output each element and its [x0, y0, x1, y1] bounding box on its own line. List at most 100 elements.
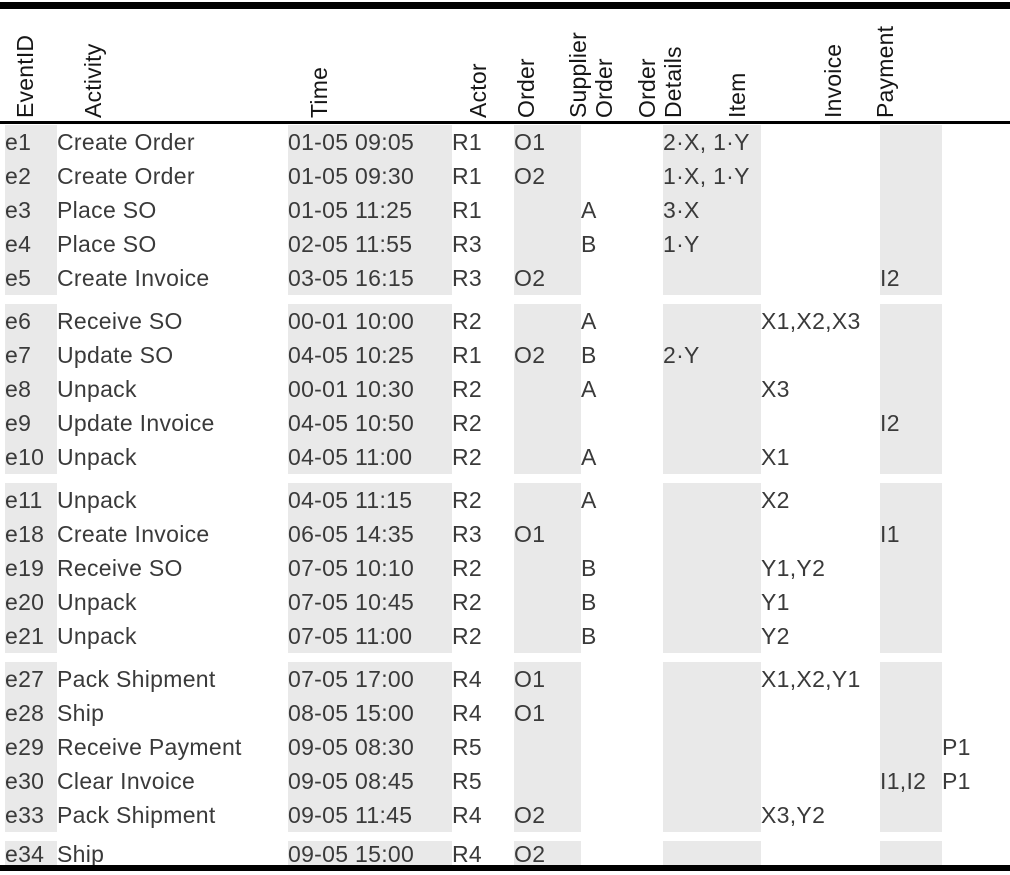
cell-actor: R3	[452, 520, 483, 547]
cell-payment	[942, 517, 1005, 551]
cell-order	[514, 551, 581, 585]
cell-event_id: e8	[5, 372, 57, 406]
cell-time: 09-05 08:30	[288, 730, 452, 764]
cell-event_id: e11	[5, 483, 57, 517]
event-log-table: e1 Create Order 01-05 09:05 R1 O1 2·X, 1·Y e2 C…	[5, 125, 1005, 868]
cell-actor: R5	[452, 767, 483, 794]
cell-item	[761, 261, 880, 295]
cell-invoice	[880, 619, 942, 653]
cell-activity: Create Invoice	[57, 520, 210, 547]
table-row: e11 Unpack 04-05 11:15 R2 A X2	[5, 483, 1005, 517]
cell-time: 04-05 11:15	[288, 483, 452, 517]
cell-item	[761, 696, 880, 730]
cell-time: 03-05 16:15	[288, 261, 452, 295]
cell-time: 00-01 10:30	[288, 372, 452, 406]
group-gap-cell	[5, 474, 1005, 483]
cell-order_details	[663, 764, 761, 798]
group-gap-row	[5, 653, 1005, 662]
cell-time: 09-05 15:00	[288, 841, 452, 868]
cell-activity: Create Invoice	[57, 264, 210, 291]
cell-actor: R4	[452, 699, 483, 726]
cell-payment	[942, 798, 1005, 832]
cell-event_id: e27	[5, 662, 57, 696]
cell-invoice: I2	[880, 406, 942, 440]
table-row: e9 Update Invoice 04-05 10:50 R2 I2	[5, 406, 1005, 440]
cell-order_details	[663, 730, 761, 764]
cell-supplier_order: B	[581, 588, 597, 615]
cell-activity: Unpack	[57, 443, 137, 470]
cell-activity: Unpack	[57, 622, 137, 649]
cell-activity: Place SO	[57, 230, 157, 257]
table-row: e3 Place SO 01-05 11:25 R1 A 3·X	[5, 193, 1005, 227]
cell-actor: R1	[452, 128, 483, 155]
cell-event_id: e7	[5, 338, 57, 372]
cell-activity: Create Order	[57, 128, 195, 155]
cell-event_id: e30	[5, 764, 57, 798]
cell-item: X3,Y2	[761, 801, 826, 828]
cell-actor: R1	[452, 196, 483, 223]
cell-activity: Clear Invoice	[57, 767, 196, 794]
event-table-body: e1 Create Order 01-05 09:05 R1 O1 2·X, 1·Y e2 C…	[5, 125, 1005, 868]
cell-time: 07-05 17:00	[288, 662, 452, 696]
cell-actor: R2	[452, 443, 483, 470]
table-row: e33 Pack Shipment 09-05 11:45 R4 O2 X3,Y2	[5, 798, 1005, 832]
cell-supplier_order	[581, 662, 663, 696]
column-header-time: Time	[306, 66, 332, 118]
cell-payment: P1	[942, 733, 971, 760]
cell-event_id: e19	[5, 551, 57, 585]
cell-time: 04-05 11:00	[288, 440, 452, 474]
cell-event_id: e9	[5, 406, 57, 440]
cell-actor: R2	[452, 307, 483, 334]
cell-time: 02-05 11:55	[288, 227, 452, 261]
cell-item	[761, 406, 880, 440]
table-row: e29 Receive Payment 09-05 08:30 R5 P1	[5, 730, 1005, 764]
cell-order	[514, 764, 581, 798]
cell-time: 08-05 15:00	[288, 696, 452, 730]
cell-payment	[942, 193, 1005, 227]
cell-invoice: I2	[880, 261, 942, 295]
group-gap-cell	[5, 832, 1005, 841]
cell-payment	[942, 406, 1005, 440]
cell-actor: R3	[452, 230, 483, 257]
column-header-actor: Actor	[465, 63, 491, 118]
top-rule	[0, 2, 1010, 9]
cell-order_details: 3·X	[663, 193, 761, 227]
column-header-order-details: Order Details	[634, 46, 686, 118]
cell-order	[514, 440, 581, 474]
cell-supplier_order: A	[581, 307, 597, 334]
cell-item	[761, 159, 880, 193]
cell-time: 04-05 10:25	[288, 338, 452, 372]
cell-supplier_order	[581, 125, 663, 159]
cell-item: X1,X2,Y1	[761, 665, 861, 692]
cell-order_details	[663, 304, 761, 338]
cell-order_details	[663, 372, 761, 406]
cell-actor: R1	[452, 341, 483, 368]
cell-time: 07-05 10:45	[288, 585, 452, 619]
table-row: e30 Clear Invoice 09-05 08:45 R5 I1,I2 P1	[5, 764, 1005, 798]
table-row: e5 Create Invoice 03-05 16:15 R3 O2 I2	[5, 261, 1005, 295]
cell-item	[761, 841, 880, 868]
cell-order_details: 2·X, 1·Y	[663, 125, 761, 159]
cell-payment	[942, 125, 1005, 159]
cell-supplier_order: B	[581, 554, 597, 581]
cell-item: Y1	[761, 588, 790, 615]
cell-item: X2	[761, 486, 790, 513]
cell-order	[514, 730, 581, 764]
cell-payment	[942, 841, 1005, 868]
table-row: e4 Place SO 02-05 11:55 R3 B 1·Y	[5, 227, 1005, 261]
cell-event_id: e21	[5, 619, 57, 653]
cell-payment	[942, 440, 1005, 474]
cell-activity: Receive SO	[57, 554, 183, 581]
cell-actor: R4	[452, 665, 483, 692]
cell-event_id: e1	[5, 125, 57, 159]
table-row: e27 Pack Shipment 07-05 17:00 R4 O1 X1,X2,Y1	[5, 662, 1005, 696]
table-row: e19 Receive SO 07-05 10:10 R2 B Y1,Y2	[5, 551, 1005, 585]
cell-activity: Ship	[57, 841, 105, 867]
table-row: e6 Receive SO 00-01 10:00 R2 A X1,X2,X3	[5, 304, 1005, 338]
cell-order_details	[663, 696, 761, 730]
cell-invoice	[880, 483, 942, 517]
cell-order_details	[663, 517, 761, 551]
cell-order_details: 2·Y	[663, 338, 761, 372]
cell-invoice	[880, 662, 942, 696]
